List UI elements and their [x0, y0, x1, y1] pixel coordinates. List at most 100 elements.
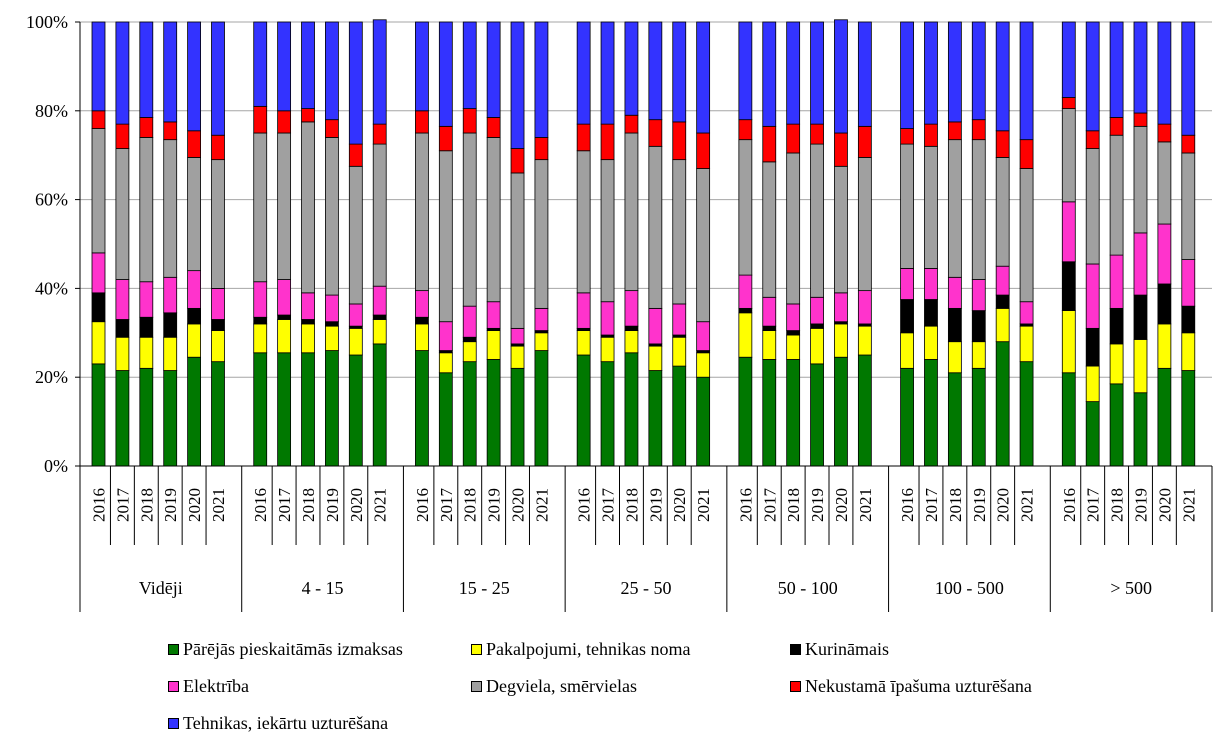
bar-segment	[1085, 365, 1100, 403]
bar-segment	[187, 323, 202, 358]
bar-segment	[1085, 263, 1100, 329]
bar-segment	[277, 352, 292, 467]
x-tick-label-year: 2017	[599, 488, 618, 523]
bar-segment	[738, 274, 753, 309]
bar-segment	[438, 321, 453, 351]
bar-segment	[1061, 21, 1076, 98]
bar-segment	[624, 114, 639, 134]
bar-segment	[372, 19, 387, 125]
bar-segment	[947, 121, 962, 141]
bar-segment	[534, 307, 549, 331]
y-tick-label: 60%	[35, 190, 68, 210]
bar-segment	[1181, 259, 1196, 307]
bar-segment	[91, 363, 106, 467]
x-group-label: 4 - 15	[302, 578, 344, 598]
legend-label: Degviela, smērvielas	[486, 675, 637, 696]
bar-segment	[253, 21, 268, 107]
bar-segment	[696, 168, 711, 323]
bar-segment	[348, 327, 363, 356]
legend: Pārējās pieskaitāmās izmaksas Pakalpojumi…	[168, 636, 1208, 740]
bar-segment	[534, 21, 549, 138]
bar-segment	[1157, 283, 1172, 325]
bar-segment	[1085, 401, 1100, 467]
bar-segment	[1085, 327, 1100, 367]
legend-label: Elektrība	[183, 675, 249, 696]
stacked-bar-chart: 0%20%40%60%80%100% 2016 2017 2018 2019 2020 2…	[26, 12, 1213, 612]
bar-segment	[947, 21, 962, 123]
bar-segment	[438, 150, 453, 323]
legend-label: Kurināmais	[805, 638, 889, 659]
bar-segment	[1019, 21, 1034, 141]
bar-segment	[139, 367, 154, 467]
bar-segment	[600, 123, 615, 161]
bar-segment	[1061, 201, 1076, 263]
bar-segment	[1019, 168, 1034, 303]
bar-segment	[253, 323, 268, 354]
bar-segment	[576, 292, 591, 329]
bar-segment	[1181, 370, 1196, 467]
bar-segment	[696, 376, 711, 467]
y-tick-label: 80%	[35, 101, 68, 121]
bar-segment	[1133, 232, 1148, 296]
bar-segment	[115, 319, 130, 338]
bar-segment	[738, 139, 753, 276]
x-group-label: 15 - 25	[459, 578, 510, 598]
bar-segment	[372, 319, 387, 345]
x-tick-label-year: 2017	[922, 488, 941, 523]
bar-segment	[1181, 134, 1196, 154]
bar-segment	[1157, 223, 1172, 285]
bar-segment	[624, 352, 639, 467]
legend-label: Tehnikas, iekārtu uzturēšana	[183, 712, 389, 733]
bar-segment	[971, 139, 986, 280]
bar-segment	[648, 307, 663, 345]
bar-segment	[672, 159, 687, 305]
bar-segment	[1133, 294, 1148, 340]
bar-segment	[947, 341, 962, 374]
bar-segment	[947, 276, 962, 309]
bar-segment	[1133, 339, 1148, 394]
bar-segment	[834, 356, 848, 467]
bar-segment	[415, 290, 429, 318]
x-tick-label-year: 2021	[1018, 488, 1037, 522]
bar-segment	[900, 143, 914, 269]
bar-segment	[600, 159, 615, 303]
bar-segment	[211, 361, 225, 467]
bar-segment	[534, 159, 549, 309]
bar-segment	[1019, 301, 1034, 325]
bar-segment	[486, 137, 501, 303]
legend-swatch	[471, 680, 482, 692]
x-tick-label-year: 2020	[185, 488, 204, 522]
bar-segment	[187, 356, 202, 467]
bar-segment	[486, 117, 501, 138]
bar-segment	[672, 336, 687, 367]
bar-segment	[924, 123, 938, 147]
bar-segment	[786, 123, 801, 154]
bar-segment	[163, 21, 178, 123]
bar-segment	[762, 161, 777, 298]
x-tick-label-year: 2020	[994, 488, 1013, 522]
bar-segment	[924, 268, 938, 300]
bar-segment	[253, 316, 268, 325]
bar-segment	[924, 325, 938, 360]
bar-segment	[786, 359, 801, 467]
x-tick-label-year: 2019	[970, 488, 989, 522]
bar-segment	[510, 345, 525, 369]
legend-item: Kurināmais	[790, 636, 889, 662]
bar-segment	[1085, 148, 1100, 265]
bar-segment	[115, 148, 130, 280]
x-tick-label-year: 2019	[323, 488, 342, 522]
x-tick-label-year: 2018	[461, 488, 480, 522]
bar-segment	[786, 21, 801, 125]
bar-segment	[301, 319, 315, 325]
x-tick-label-year: 2021	[694, 488, 713, 522]
bar-segment	[325, 321, 339, 327]
bar-segment	[900, 367, 914, 467]
bar-segment	[576, 21, 591, 125]
bar-segment	[810, 323, 824, 329]
bar-segment	[277, 21, 292, 112]
bar-segment	[1181, 152, 1196, 260]
bar-segment	[786, 303, 801, 331]
bar-segment	[438, 125, 453, 152]
bar-segment	[372, 143, 387, 287]
x-tick-label-year: 2016	[736, 488, 755, 522]
